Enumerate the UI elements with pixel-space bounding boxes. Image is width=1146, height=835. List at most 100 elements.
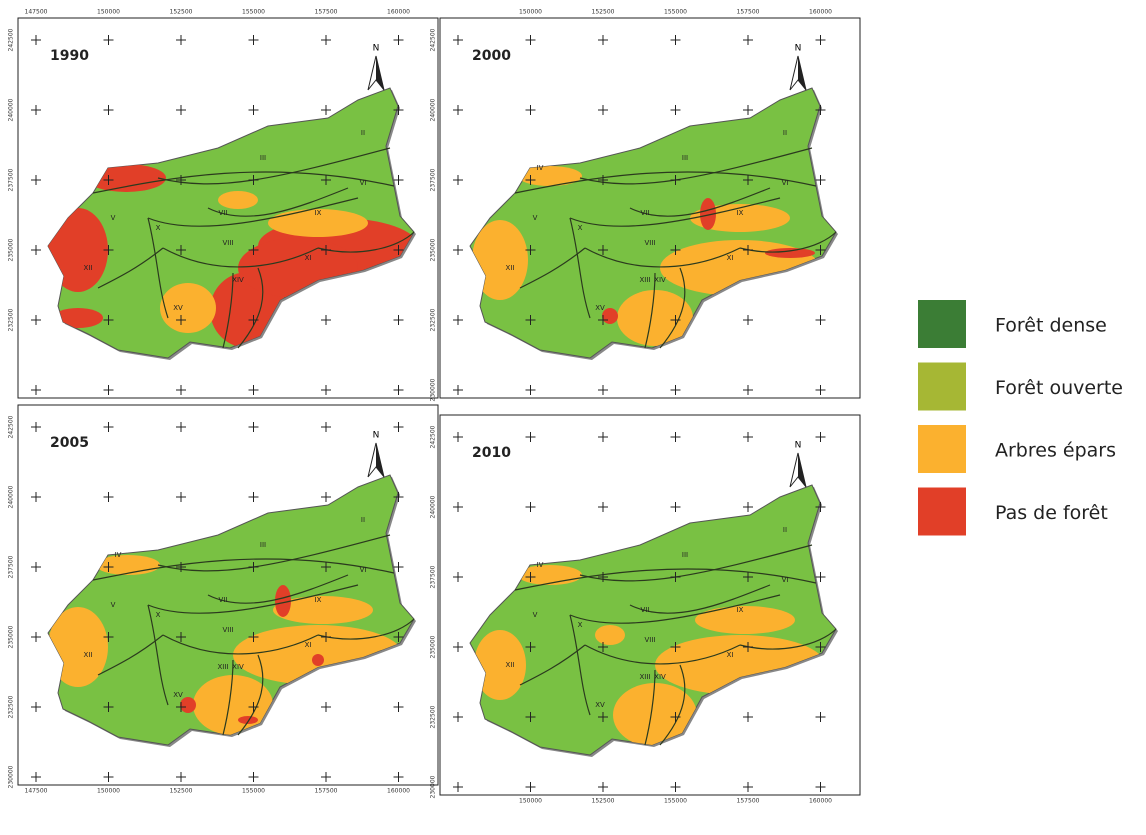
legend-swatch bbox=[918, 425, 966, 473]
region-label: II bbox=[361, 129, 365, 137]
region-label: VI bbox=[360, 566, 367, 574]
x-coord-label: 152500 bbox=[170, 788, 193, 795]
region-label: V bbox=[533, 214, 538, 222]
y-coord-label: 235000 bbox=[430, 635, 437, 658]
cover-patch bbox=[765, 248, 815, 258]
cover-patch bbox=[160, 283, 216, 333]
region-label: VI bbox=[782, 179, 789, 187]
figure: IIIIIVVIVIIVIIIIXXXIXIIXIVXV1990N1475001… bbox=[0, 0, 1146, 835]
region-label: VII bbox=[219, 209, 228, 217]
region-label: VII bbox=[641, 209, 650, 217]
region-label: II bbox=[783, 526, 787, 534]
x-coord-label: 152500 bbox=[592, 798, 615, 805]
x-coord-label: 160000 bbox=[809, 798, 832, 805]
north-label: N bbox=[795, 44, 802, 54]
region-label: XII bbox=[506, 264, 515, 272]
y-coord-label: 232500 bbox=[430, 705, 437, 728]
region-label: XI bbox=[305, 254, 312, 262]
legend-label: Pas de forêt bbox=[995, 502, 1108, 524]
x-coord-label: 155000 bbox=[664, 798, 687, 805]
cover-patch bbox=[180, 697, 196, 713]
legend-swatch bbox=[918, 300, 966, 348]
x-coord-label: 147500 bbox=[25, 9, 48, 16]
y-coord-label: 235000 bbox=[8, 238, 15, 261]
y-coord-label: 240000 bbox=[8, 485, 15, 508]
region-label: IX bbox=[737, 209, 744, 217]
region-label: XIII bbox=[640, 673, 651, 681]
x-coord-label: 152500 bbox=[592, 9, 615, 16]
region-label: XIV bbox=[654, 673, 666, 681]
region-label: VII bbox=[219, 596, 228, 604]
region-label: XII bbox=[84, 264, 93, 272]
region-label: II bbox=[783, 129, 787, 137]
region-label: XIII bbox=[640, 276, 651, 284]
region-label: XI bbox=[305, 641, 312, 649]
region-label: IX bbox=[315, 596, 322, 604]
year-label: 2010 bbox=[472, 445, 511, 461]
region-label: V bbox=[533, 611, 538, 619]
x-coord-label: 160000 bbox=[809, 9, 832, 16]
map-panel: IIIIIIVVVIVIIVIIIIXXXIXIIXIIIXIVXV2010N1… bbox=[430, 415, 861, 805]
region-label: XIV bbox=[654, 276, 666, 284]
x-coord-label: 150000 bbox=[97, 9, 120, 16]
region-label: XI bbox=[727, 254, 734, 262]
region-label: IV bbox=[537, 561, 544, 569]
y-coord-label: 242500 bbox=[430, 28, 437, 51]
x-coord-label: 157500 bbox=[315, 9, 338, 16]
region-label: XII bbox=[506, 661, 515, 669]
cover-patch bbox=[312, 654, 324, 666]
x-coord-label: 150000 bbox=[519, 798, 542, 805]
y-coord-label: 232500 bbox=[8, 308, 15, 331]
region-label: XV bbox=[173, 691, 183, 699]
region-label: XV bbox=[595, 701, 605, 709]
region-label: VII bbox=[641, 606, 650, 614]
x-coord-label: 155000 bbox=[242, 788, 265, 795]
region-label: XV bbox=[595, 304, 605, 312]
y-coord-label: 242500 bbox=[430, 425, 437, 448]
region-label: III bbox=[682, 154, 688, 162]
north-label: N bbox=[373, 431, 380, 441]
region-label: IX bbox=[737, 606, 744, 614]
year-label: 2005 bbox=[50, 435, 89, 451]
region-label: XIV bbox=[232, 663, 244, 671]
region-label: IX bbox=[315, 209, 322, 217]
legend-label: Arbres épars bbox=[995, 440, 1116, 462]
region-label: IV bbox=[537, 164, 544, 172]
x-coord-label: 150000 bbox=[97, 788, 120, 795]
region-label: X bbox=[156, 224, 161, 232]
region-label: XI bbox=[727, 651, 734, 659]
region-label: VIII bbox=[645, 636, 656, 644]
x-coord-label: 157500 bbox=[737, 9, 760, 16]
region-label: III bbox=[260, 541, 266, 549]
y-coord-label: 230000 bbox=[430, 775, 437, 798]
x-coord-label: 157500 bbox=[315, 788, 338, 795]
x-coord-label: 157500 bbox=[737, 798, 760, 805]
region-label: III bbox=[682, 551, 688, 559]
x-coord-label: 155000 bbox=[242, 9, 265, 16]
region-label: IV bbox=[115, 551, 122, 559]
region-label: X bbox=[578, 224, 583, 232]
y-coord-label: 235000 bbox=[8, 625, 15, 648]
region-label: VI bbox=[360, 179, 367, 187]
map-panel: IIIIIVVIVIIVIIIIXXXIXIIXIVXV1990N1475001… bbox=[8, 9, 439, 399]
cover-patch bbox=[218, 191, 258, 209]
cover-patch bbox=[238, 716, 258, 724]
y-coord-label: 235000 bbox=[430, 238, 437, 261]
cover-patch bbox=[695, 606, 795, 634]
y-coord-label: 230000 bbox=[8, 765, 15, 788]
y-coord-label: 237500 bbox=[8, 555, 15, 578]
region-label: V bbox=[111, 601, 116, 609]
x-coord-label: 150000 bbox=[519, 9, 542, 16]
y-coord-label: 232500 bbox=[8, 695, 15, 718]
region-label: XIV bbox=[232, 276, 244, 284]
region-label: XV bbox=[173, 304, 183, 312]
legend-swatch bbox=[918, 488, 966, 536]
region-label: V bbox=[111, 214, 116, 222]
map-panel: IIIIIIVVVIVIIVIIIIXXXIXIIXIIIXIVXV2005N1… bbox=[8, 405, 439, 795]
y-coord-label: 240000 bbox=[430, 98, 437, 121]
y-coord-label: 242500 bbox=[8, 28, 15, 51]
north-label: N bbox=[373, 44, 380, 54]
legend-label: Forêt dense bbox=[995, 315, 1107, 337]
north-label: N bbox=[795, 441, 802, 451]
